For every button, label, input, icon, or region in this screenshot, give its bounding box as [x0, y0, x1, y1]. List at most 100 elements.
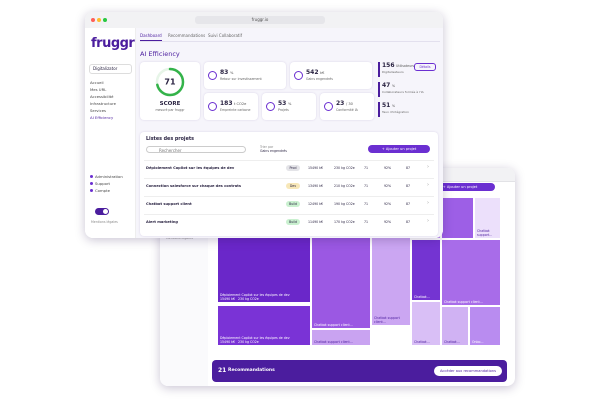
- treemap-tile[interactable]: Chatbot...: [412, 240, 440, 300]
- stat-label: Empreinte carbone: [220, 108, 251, 112]
- sort-select[interactable]: Gains engendrés: [260, 149, 287, 153]
- tile-label: Chatbot...: [444, 340, 460, 344]
- footer-item[interactable]: Administration: [95, 174, 123, 179]
- nav-item[interactable]: Services: [90, 108, 107, 113]
- project-carbon: 170 kg CO2e: [334, 220, 355, 224]
- nav-item[interactable]: Accessibilité: [90, 94, 114, 99]
- project-name: Connection salesforce sur chaque des con…: [146, 184, 241, 188]
- tab[interactable]: Dashboard: [140, 31, 162, 41]
- side-value: 156: [382, 62, 395, 69]
- project-rating: 87: [406, 166, 411, 170]
- tab[interactable]: Recommandations: [168, 33, 206, 38]
- add-project-button[interactable]: + Ajouter un projet: [425, 183, 495, 191]
- score-label: SCORE: [159, 101, 181, 107]
- tile-label: Déploiement Copilot sur les équipes de d…: [220, 293, 290, 297]
- tile-carbon: 230 kg CO2e: [238, 297, 259, 301]
- treemap-tile[interactable]: Déploiement Copilot sur les équipes de d…: [218, 235, 310, 302]
- tile-label: Chatbot support client...: [314, 323, 353, 327]
- treemap-tile[interactable]: Déploiement Copilot sur les équipes de d…: [218, 306, 310, 345]
- tile-gain: 15490 k€: [220, 340, 236, 344]
- sort-label: Trier par: [260, 145, 274, 149]
- minimize-dot[interactable]: [97, 18, 101, 22]
- nav-item[interactable]: AI Efficiency: [90, 115, 114, 120]
- footer-item[interactable]: Support: [95, 181, 111, 186]
- toggle-knob: [103, 209, 108, 214]
- recommendations-label: Recommandations: [228, 368, 275, 373]
- footer-item[interactable]: Compte: [95, 188, 110, 193]
- project-rating: 87: [406, 220, 411, 224]
- url-bar[interactable]: fruggr.io: [195, 16, 325, 24]
- nav-item[interactable]: Infrastructure: [90, 101, 116, 106]
- project-tag: Dev: [286, 183, 300, 189]
- theme-toggle[interactable]: [95, 208, 109, 215]
- legal-link[interactable]: Mentions légales: [166, 236, 193, 240]
- project-gain: 12490 k€: [308, 202, 324, 206]
- stat-card: 53% Projets: [262, 93, 316, 120]
- stat-value: 83: [220, 69, 229, 76]
- side-unit: Utilisateurs: [396, 64, 415, 68]
- footer-dot: [90, 189, 93, 192]
- stat-icon: [294, 71, 303, 80]
- stat-card: 83% Retour sur investissement: [204, 62, 286, 89]
- treemap-tile[interactable]: Chatbot...: [442, 307, 468, 345]
- tile-label: Chatbot support client...: [444, 300, 483, 304]
- side-value: 51: [382, 102, 391, 109]
- stats: 83% Retour sur investissement 542 k€ Gains e…: [204, 62, 374, 122]
- stat-unit: k€: [320, 71, 325, 75]
- recommendations-count: 21: [218, 367, 227, 374]
- treemap-tile[interactable]: Onbo...: [470, 307, 500, 345]
- nav-item[interactable]: Accueil: [90, 80, 104, 85]
- logo[interactable]: fruggr: [91, 36, 135, 51]
- project-row[interactable]: Connection salesforce sur chaque des con…: [144, 178, 434, 194]
- project-name: Déploiement Copilot sur les équipes de d…: [146, 166, 235, 170]
- stat-value: 23: [336, 100, 345, 107]
- stat-unit: %: [230, 71, 234, 75]
- stat-icon: [266, 102, 275, 111]
- project-name: Alert marketing: [146, 220, 178, 224]
- side-bar: [378, 82, 380, 97]
- treemap-tile[interactable]: [442, 198, 473, 238]
- side-unit: %: [392, 84, 396, 88]
- legal-link[interactable]: Mentions légales: [91, 220, 118, 224]
- workspace-select[interactable]: Digitalizator: [89, 64, 132, 74]
- side-unit: %: [392, 104, 396, 108]
- recommendations-button[interactable]: Accéder aux recommandations: [434, 366, 502, 376]
- project-tag: Build: [286, 219, 300, 225]
- sidebar: fruggr Digitalizator Accueil Mes URL Acces…: [85, 28, 136, 238]
- side-stats: Détails 156 Utilisateurs Digitalisateurs 47…: [378, 62, 438, 122]
- maximize-dot[interactable]: [103, 18, 107, 22]
- project-pct: 92%: [384, 184, 392, 188]
- project-row[interactable]: Déploiement Copilot sur les équipes de d…: [144, 160, 434, 176]
- side-label: Digitalisateurs: [382, 70, 404, 74]
- project-row[interactable]: Chatbot support client Build 12490 k€ 190 k…: [144, 196, 434, 212]
- treemap-tile[interactable]: Chatbot support client...: [372, 235, 410, 325]
- project-row[interactable]: Alert marketing Build 11490 k€ 170 kg CO2e 7…: [144, 214, 434, 230]
- treemap-tile[interactable]: Chatbot support client...: [442, 240, 500, 305]
- tile-label: Chatbot support client...: [374, 316, 400, 324]
- stat-card: 23/ 30 Conformité IA: [320, 93, 374, 120]
- search-input[interactable]: Rechercher: [146, 146, 246, 153]
- row-arrow: ›: [427, 164, 429, 170]
- tab[interactable]: Suivi Collaboratif: [208, 33, 243, 38]
- tile-label: Onbo...: [472, 340, 484, 344]
- details-button[interactable]: Détails: [414, 63, 436, 71]
- tabs: Dashboard Recommandations Suivi Collaborat…: [140, 31, 440, 42]
- project-tag: Prod: [286, 165, 300, 171]
- side-bar: [378, 62, 380, 77]
- nav-item[interactable]: Mes URL: [90, 87, 107, 92]
- add-project-button[interactable]: + Ajouter un projet: [368, 145, 430, 153]
- close-dot[interactable]: [91, 18, 95, 22]
- tile-label: Chatbot support client...: [314, 340, 353, 344]
- recommendations-banner: 21 Recommandations Accéder aux recommand…: [212, 360, 507, 382]
- treemap-tile[interactable]: Chatbot support client...: [312, 232, 370, 328]
- side-label: Collaborateurs formés à l'IA: [382, 90, 424, 94]
- stat-card: 183 t CO2e Empreinte carbone: [204, 93, 258, 120]
- stat-label: Retour sur investissement: [220, 77, 262, 81]
- side-bar: [378, 102, 380, 117]
- treemap-tile[interactable]: Chatbot support...: [475, 198, 500, 238]
- treemap-tile[interactable]: Chatbot support client...: [312, 330, 370, 345]
- main: Dashboard Recommandations Suivi Collaborat…: [136, 28, 443, 238]
- treemap-tile[interactable]: Chatbot...: [412, 302, 440, 345]
